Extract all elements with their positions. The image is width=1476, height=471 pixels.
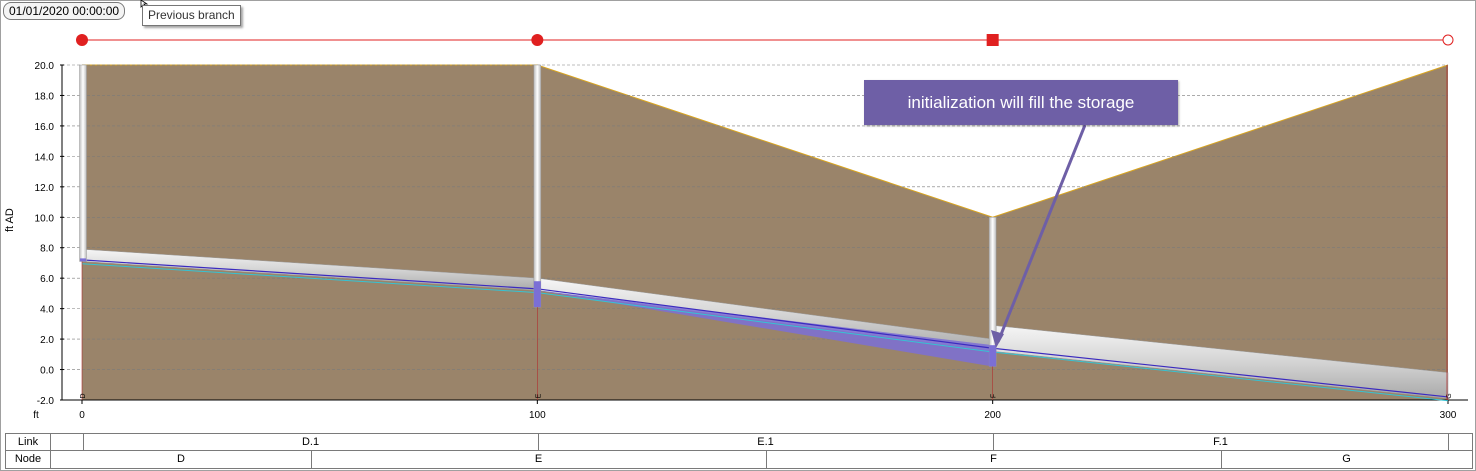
node-separator <box>311 451 312 468</box>
y-tick-label: 20.0 <box>35 61 55 72</box>
link-separator <box>993 434 994 450</box>
shaft-water-F <box>989 345 997 367</box>
link-separator <box>538 434 539 450</box>
annotation-callout: initialization will fill the storage <box>864 80 1178 125</box>
node-separator <box>1221 451 1222 468</box>
x-tick-label: 200 <box>984 410 1001 421</box>
y-tick-label: 8.0 <box>40 244 54 255</box>
x-tick-label: 100 <box>529 410 546 421</box>
node-axis-label-E: E <box>535 393 542 398</box>
y-tick-label: 10.0 <box>35 213 55 224</box>
y-tick-label: 18.0 <box>35 91 55 102</box>
link-node-table: Link D.1 E.1 F.1 Node D E F G <box>5 433 1473 469</box>
x-axis-unit-label: ft <box>33 410 39 421</box>
node-separator <box>766 451 767 468</box>
node-marker-D <box>76 34 88 46</box>
link-separator <box>83 434 84 450</box>
node-cell-f[interactable]: F <box>990 453 997 465</box>
annotation-arrow-head <box>991 330 1004 348</box>
node-marker-F <box>986 34 999 46</box>
node-cell-g[interactable]: G <box>1342 453 1351 465</box>
link-cell-f1[interactable]: F.1 <box>1213 436 1228 448</box>
link-cell-d1[interactable]: D.1 <box>301 436 320 448</box>
y-tick-label: 14.0 <box>35 152 55 163</box>
y-tick-label: 4.0 <box>40 305 54 316</box>
node-axis-label-G: G <box>1446 393 1453 398</box>
y-tick-label: -2.0 <box>37 396 55 407</box>
timestamp-display[interactable]: 01/01/2020 00:00:00 <box>3 2 126 20</box>
hgl-line <box>81 263 1449 402</box>
y-tick-label: 16.0 <box>35 122 55 133</box>
link-cell-e1[interactable]: E.1 <box>757 436 774 448</box>
node-marker-E <box>531 34 544 46</box>
node-marker-G <box>1442 34 1454 46</box>
y-axis-label: ft AD <box>4 208 16 232</box>
node-axis-label-D: D <box>80 393 87 398</box>
shaft-water-D <box>80 258 86 262</box>
annotation-arrow-shaft <box>996 124 1087 343</box>
long-section-chart: 20.0 18.0 16.0 14.0 12.0 10.0 8.0 6.0 4.0 2.0 0.0 -… <box>33 34 1468 421</box>
y-tick-label: 12.0 <box>35 183 55 194</box>
node-cell-d[interactable]: D <box>177 453 185 465</box>
x-tick-label: 0 <box>79 410 85 421</box>
water-fill-e1 <box>537 290 993 367</box>
ground-area <box>82 65 1448 400</box>
link-separator <box>1448 434 1449 450</box>
y-tick-label: 6.0 <box>40 274 54 285</box>
y-tick-label: 2.0 <box>40 335 54 346</box>
y-tick-label: 0.0 <box>40 366 54 377</box>
water-level-line <box>81 259 1449 398</box>
x-tick-label: 300 <box>1440 410 1457 421</box>
link-row: Link D.1 E.1 F.1 <box>6 434 1472 451</box>
node-shaft-D <box>79 64 87 262</box>
node-row-header: Node <box>6 451 51 468</box>
shaft-water-E <box>533 281 541 308</box>
node-cell-e[interactable]: E <box>534 453 543 465</box>
node-axis-label-F: F <box>991 394 998 398</box>
node-shaft-E <box>533 64 542 308</box>
node-row: Node D E F G <box>6 451 1472 468</box>
tooltip-previous-branch: Previous branch <box>142 5 241 26</box>
link-row-header: Link <box>6 434 51 450</box>
